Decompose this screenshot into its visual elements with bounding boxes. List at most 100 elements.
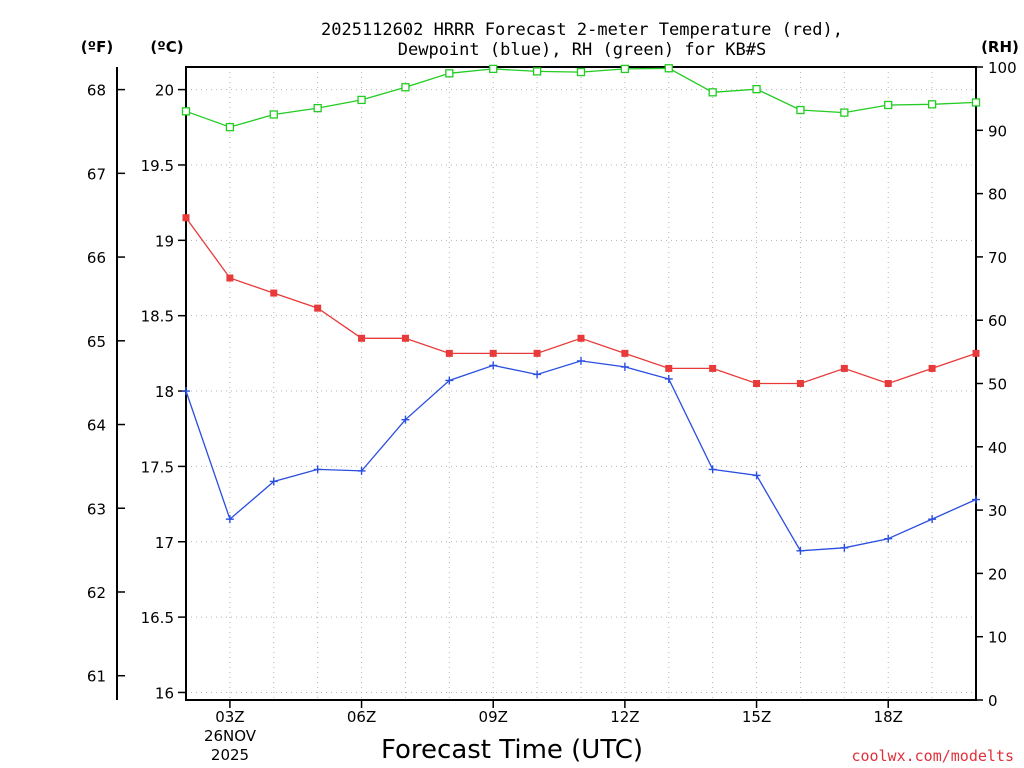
dewpoint-point xyxy=(182,387,190,396)
rh-tick-label: 50 xyxy=(988,376,1007,394)
celsius-tick-label: 17 xyxy=(155,534,174,552)
x-tick-label: 12Z xyxy=(610,708,639,726)
rh-point xyxy=(620,64,630,74)
rh-point xyxy=(840,108,849,117)
rh-point xyxy=(576,67,586,77)
rh-point xyxy=(752,85,761,94)
chart-title-line1: 2025112602 HRRR Forecast 2-meter Tempera… xyxy=(321,20,843,40)
temperature-point xyxy=(182,214,190,222)
x-axis-title: Forecast Time (UTC) xyxy=(381,735,643,765)
dewpoint-point xyxy=(796,546,805,555)
rh-point xyxy=(664,64,673,73)
fahrenheit-axis: 61 62 63 64 65 66 67 68 xyxy=(87,82,125,686)
rh-tick-label: 10 xyxy=(988,629,1007,647)
rh-point xyxy=(445,69,454,78)
x-tick-label: 18Z xyxy=(874,708,903,726)
fahrenheit-tick-label: 64 xyxy=(87,417,106,435)
temperature-point xyxy=(401,334,409,342)
temperature-series xyxy=(182,214,980,387)
rh-unit-label: (RH) xyxy=(981,38,1019,56)
grid xyxy=(186,67,976,700)
rh-point xyxy=(971,98,981,107)
temperature-point xyxy=(796,380,804,387)
temperature-point xyxy=(270,289,278,297)
celsius-unit-label: (ºC) xyxy=(150,38,183,56)
rh-point xyxy=(489,64,498,74)
celsius-tick-label: 18 xyxy=(155,383,174,401)
celsius-tick-label: 19 xyxy=(155,232,174,250)
temperature-point xyxy=(884,380,892,387)
dewpoint-point xyxy=(664,374,673,383)
celsius-axis: 16 16.5 17 17.5 18 18.5 19 19.5 20 xyxy=(141,82,186,702)
temperature-point xyxy=(577,334,585,342)
fahrenheit-unit-label: (ºF) xyxy=(81,38,113,56)
celsius-tick-label: 18.5 xyxy=(141,308,174,326)
temperature-point xyxy=(226,274,234,282)
rh-tick-label: 40 xyxy=(988,439,1007,457)
temperature-point xyxy=(358,334,366,342)
rh-tick-label: 0 xyxy=(988,692,998,710)
dewpoint-point xyxy=(445,376,454,385)
temperature-point xyxy=(972,349,980,357)
rh-tick-label: 100 xyxy=(988,59,1017,77)
temperature-point xyxy=(709,364,717,372)
rh-tick-label: 30 xyxy=(988,502,1007,520)
temperature-point xyxy=(621,349,629,357)
fahrenheit-tick-label: 61 xyxy=(87,668,106,686)
rh-point xyxy=(357,95,366,105)
rh-point xyxy=(401,83,410,92)
fahrenheit-tick-label: 63 xyxy=(87,500,106,518)
rh-tick-label: 60 xyxy=(988,312,1007,330)
dewpoint-point xyxy=(884,534,893,543)
rh-tick-label: 70 xyxy=(988,249,1007,267)
rh-point xyxy=(796,105,805,115)
dewpoint-point xyxy=(928,515,937,524)
x-tick-label: 09Z xyxy=(479,708,508,726)
series-layer xyxy=(181,64,981,555)
celsius-tick-label: 19.5 xyxy=(141,157,174,175)
date-label-day: 26NOV xyxy=(204,727,257,745)
time-axis: 03Z 06Z 09Z 12Z 15Z 18Z xyxy=(215,700,903,726)
dewpoint-point xyxy=(313,465,322,474)
dewpoint-series xyxy=(182,356,980,555)
dewpoint-point xyxy=(752,471,761,480)
rh-point xyxy=(313,103,322,113)
rh-point xyxy=(884,100,893,110)
x-tick-label: 03Z xyxy=(215,708,244,726)
temperature-point xyxy=(928,364,936,372)
celsius-tick-label: 17.5 xyxy=(141,458,174,476)
temperature-point xyxy=(840,364,848,372)
chart-title-line2: Dewpoint (blue), RH (green) for KB#S xyxy=(398,40,766,60)
fahrenheit-tick-label: 68 xyxy=(87,82,106,100)
rh-tick-label: 90 xyxy=(988,122,1007,140)
fahrenheit-tick-label: 65 xyxy=(87,333,106,351)
dewpoint-point xyxy=(401,415,410,424)
celsius-tick-label: 16 xyxy=(155,684,174,702)
temperature-point xyxy=(445,349,453,357)
fahrenheit-tick-label: 62 xyxy=(87,584,106,602)
dewpoint-point xyxy=(357,466,366,475)
temperature-point xyxy=(489,349,497,357)
plot-frame xyxy=(185,66,977,701)
dewpoint-point xyxy=(269,477,278,486)
rh-point xyxy=(269,110,278,119)
rh-tick-label: 80 xyxy=(988,186,1007,204)
temperature-point xyxy=(533,349,541,357)
dewpoint-point xyxy=(840,543,849,552)
dewpoint-point xyxy=(489,361,498,370)
dewpoint-point xyxy=(972,495,980,504)
rh-axis: 0 10 20 30 40 50 60 70 80 90 100 xyxy=(976,59,1017,710)
rh-series xyxy=(181,64,981,132)
x-tick-label: 06Z xyxy=(347,708,376,726)
temperature-point xyxy=(753,380,761,387)
dewpoint-point xyxy=(620,362,629,371)
temperature-point xyxy=(314,304,322,312)
x-tick-label: 15Z xyxy=(742,708,771,726)
date-label-year: 2025 xyxy=(211,746,249,764)
dewpoint-point xyxy=(708,465,717,474)
rh-point xyxy=(927,100,937,109)
fahrenheit-tick-label: 66 xyxy=(87,249,106,267)
celsius-tick-label: 20 xyxy=(155,82,174,100)
fahrenheit-tick-label: 67 xyxy=(87,165,106,183)
